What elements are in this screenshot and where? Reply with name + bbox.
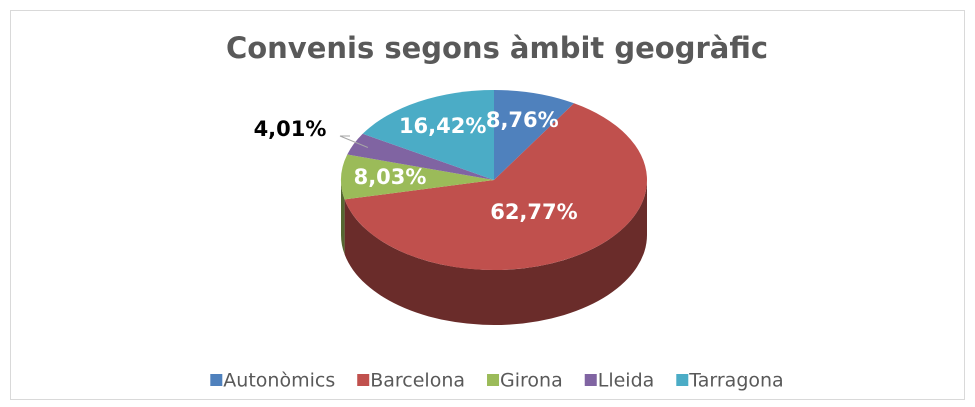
legend-swatch: [584, 374, 597, 386]
data-label: 16,42%: [399, 114, 486, 138]
legend-swatch: [676, 374, 689, 386]
slice: [347, 133, 494, 180]
data-label: 8,76%: [486, 108, 559, 132]
chart-title: Convenis segons àmbit geogràfic: [226, 31, 768, 65]
leader-line: [339, 135, 369, 148]
data-label: 8,03%: [354, 165, 427, 189]
legend-swatch: [357, 374, 370, 386]
data-label: 62,77%: [490, 200, 577, 224]
legend-label: Lleida: [598, 370, 655, 392]
slice: [341, 154, 494, 200]
legend-swatch: [487, 374, 500, 386]
slice: [362, 90, 494, 180]
slice-side: [344, 180, 647, 326]
legend-label: Barcelona: [370, 370, 465, 392]
legend-swatch: [210, 374, 223, 386]
slice: [494, 90, 575, 180]
legend-label: Girona: [500, 370, 563, 392]
legend-label: Autonòmics: [223, 370, 335, 392]
slice: [344, 103, 648, 270]
legend-label: Tarragona: [688, 370, 783, 392]
slice-side: [341, 180, 345, 255]
data-label: 4,01%: [254, 117, 327, 141]
legend: Autonòmics Barcelona Girona Lleida Tarragona: [210, 370, 784, 392]
